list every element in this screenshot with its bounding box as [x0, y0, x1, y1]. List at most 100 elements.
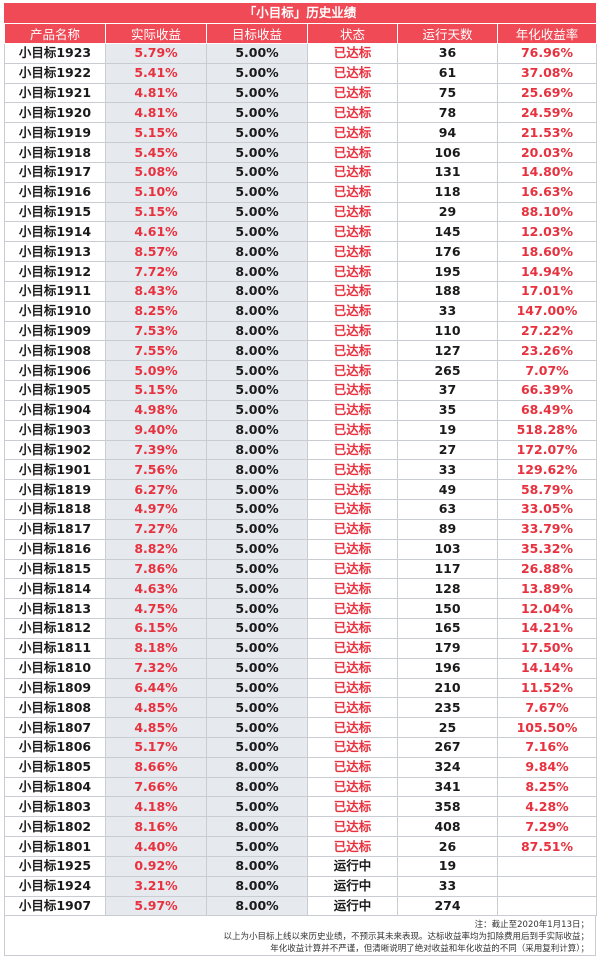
- cell-running-days: 150: [397, 598, 498, 620]
- cell-product-name: 小目标1808: [4, 697, 106, 719]
- cell-annualized-return: 17.01%: [497, 280, 597, 302]
- cell-product-name: 小目标1815: [4, 558, 106, 580]
- cell-annualized-return: 12.04%: [497, 598, 597, 620]
- footnotes: 注：截止至2020年1月13日； 以上为小目标上线以来历史业绩，不预示其未来表现…: [4, 916, 596, 957]
- cell-target-return: 5.00%: [206, 380, 308, 401]
- cell-status: 已达标: [307, 836, 398, 857]
- cell-annualized-return: 7.29%: [497, 816, 597, 838]
- cell-product-name: 小目标1920: [4, 102, 106, 124]
- cell-running-days: 165: [397, 618, 498, 639]
- table-row: 小目标1907 5.97% 8.00% 运行中 274: [4, 895, 597, 917]
- table-row: 小目标1919 5.15% 5.00% 已达标 94 21.53%: [4, 122, 597, 144]
- cell-running-days: 265: [397, 360, 498, 382]
- cell-status: 已达标: [307, 736, 398, 758]
- cell-actual-return: 8.43%: [105, 280, 207, 302]
- cell-annualized-return: 7.07%: [497, 360, 597, 382]
- cell-target-return: 8.00%: [206, 280, 308, 302]
- table-row: 小目标1808 4.85% 5.00% 已达标 235 7.67%: [4, 697, 597, 719]
- header-row: 产品名称 实际收益 目标收益 状态 运行天数 年化收益率: [4, 23, 597, 44]
- cell-actual-return: 7.55%: [105, 340, 207, 362]
- cell-annualized-return: 25.69%: [497, 82, 597, 104]
- cell-target-return: 8.00%: [206, 300, 308, 322]
- table-row: 小目标1902 7.39% 8.00% 已达标 27 172.07%: [4, 439, 597, 461]
- cell-running-days: 128: [397, 578, 498, 600]
- cell-running-days: 188: [397, 280, 498, 302]
- cell-target-return: 5.00%: [206, 796, 308, 818]
- cell-annualized-return: 17.50%: [497, 637, 597, 659]
- cell-product-name: 小目标1922: [4, 62, 106, 84]
- cell-status: 已达标: [307, 479, 398, 501]
- cell-target-return: 5.00%: [206, 836, 308, 857]
- table-row: 小目标1916 5.10% 5.00% 已达标 118 16.63%: [4, 181, 597, 203]
- table-row: 小目标1905 5.15% 5.00% 已达标 37 66.39%: [4, 380, 597, 401]
- cell-annualized-return: 24.59%: [497, 102, 597, 124]
- cell-annualized-return: 147.00%: [497, 300, 597, 322]
- cell-actual-return: 4.97%: [105, 499, 207, 520]
- cell-product-name: 小目标1908: [4, 340, 106, 362]
- table-row: 小目标1901 7.56% 8.00% 已达标 33 129.62%: [4, 459, 597, 481]
- cell-annualized-return: 7.16%: [497, 736, 597, 758]
- table-row: 小目标1922 5.41% 5.00% 已达标 61 37.08%: [4, 62, 597, 84]
- cell-running-days: 235: [397, 697, 498, 719]
- cell-target-return: 5.00%: [206, 578, 308, 600]
- cell-annualized-return: 58.79%: [497, 479, 597, 501]
- cell-target-return: 8.00%: [206, 320, 308, 342]
- table-row: 小目标1913 8.57% 8.00% 已达标 176 18.60%: [4, 241, 597, 263]
- cell-product-name: 小目标1812: [4, 618, 106, 639]
- cell-actual-return: 8.25%: [105, 300, 207, 322]
- cell-product-name: 小目标1809: [4, 677, 106, 699]
- cell-running-days: 94: [397, 122, 498, 144]
- cell-product-name: 小目标1913: [4, 241, 106, 263]
- cell-actual-return: 8.66%: [105, 756, 207, 778]
- cell-target-return: 5.00%: [206, 142, 308, 163]
- cell-actual-return: 5.15%: [105, 380, 207, 401]
- table-body: 小目标1923 5.79% 5.00% 已达标 36 76.96% 小目标1922 5.41%…: [4, 43, 597, 917]
- cell-product-name: 小目标1921: [4, 82, 106, 104]
- cell-actual-return: 7.39%: [105, 439, 207, 461]
- performance-table: 产品名称 实际收益 目标收益 状态 运行天数 年化收益率 小目标1923 5.79…: [4, 23, 597, 917]
- cell-running-days: 131: [397, 161, 498, 183]
- cell-status: 已达标: [307, 816, 398, 838]
- cell-annualized-return: 33.05%: [497, 499, 597, 520]
- cell-running-days: 408: [397, 816, 498, 838]
- cell-status: 已达标: [307, 538, 398, 560]
- cell-annualized-return: 11.52%: [497, 677, 597, 699]
- cell-product-name: 小目标1816: [4, 538, 106, 560]
- cell-running-days: 36: [397, 43, 498, 64]
- cell-product-name: 小目标1916: [4, 181, 106, 203]
- table-row: 小目标1805 8.66% 8.00% 已达标 324 9.84%: [4, 756, 597, 778]
- cell-product-name: 小目标1906: [4, 360, 106, 382]
- table-row: 小目标1921 4.81% 5.00% 已达标 75 25.69%: [4, 82, 597, 104]
- cell-actual-return: 5.10%: [105, 181, 207, 203]
- footnote-line: 注：截止至2020年1月13日；: [474, 920, 589, 931]
- cell-status: 已达标: [307, 181, 398, 203]
- cell-target-return: 5.00%: [206, 637, 308, 659]
- table-row: 小目标1804 7.66% 8.00% 已达标 341 8.25%: [4, 776, 597, 798]
- cell-running-days: 33: [397, 875, 498, 897]
- cell-target-return: 5.00%: [206, 677, 308, 699]
- cell-actual-return: 0.92%: [105, 855, 207, 877]
- cell-running-days: 117: [397, 558, 498, 580]
- cell-running-days: 210: [397, 677, 498, 699]
- cell-actual-return: 8.57%: [105, 241, 207, 263]
- cell-running-days: 127: [397, 340, 498, 362]
- cell-product-name: 小目标1912: [4, 261, 106, 282]
- cell-target-return: 5.00%: [206, 538, 308, 560]
- cell-target-return: 8.00%: [206, 895, 308, 917]
- cell-product-name: 小目标1817: [4, 518, 106, 540]
- cell-actual-return: 5.79%: [105, 43, 207, 64]
- table-row: 小目标1920 4.81% 5.00% 已达标 78 24.59%: [4, 102, 597, 124]
- cell-actual-return: 6.27%: [105, 479, 207, 501]
- cell-product-name: 小目标1902: [4, 439, 106, 461]
- cell-product-name: 小目标1909: [4, 320, 106, 342]
- cell-target-return: 5.00%: [206, 479, 308, 501]
- cell-status: 已达标: [307, 43, 398, 64]
- footnote-line: 年化收益计算并不严谨，但清晰说明了绝对收益和年化收益的不同（采用复利计算）；: [270, 944, 589, 955]
- cell-running-days: 19: [397, 419, 498, 441]
- cell-annualized-return: 14.21%: [497, 618, 597, 639]
- cell-status: 已达标: [307, 380, 398, 401]
- cell-status: 已达标: [307, 320, 398, 342]
- cell-annualized-return: 20.03%: [497, 142, 597, 163]
- cell-actual-return: 6.44%: [105, 677, 207, 699]
- cell-product-name: 小目标1810: [4, 657, 106, 679]
